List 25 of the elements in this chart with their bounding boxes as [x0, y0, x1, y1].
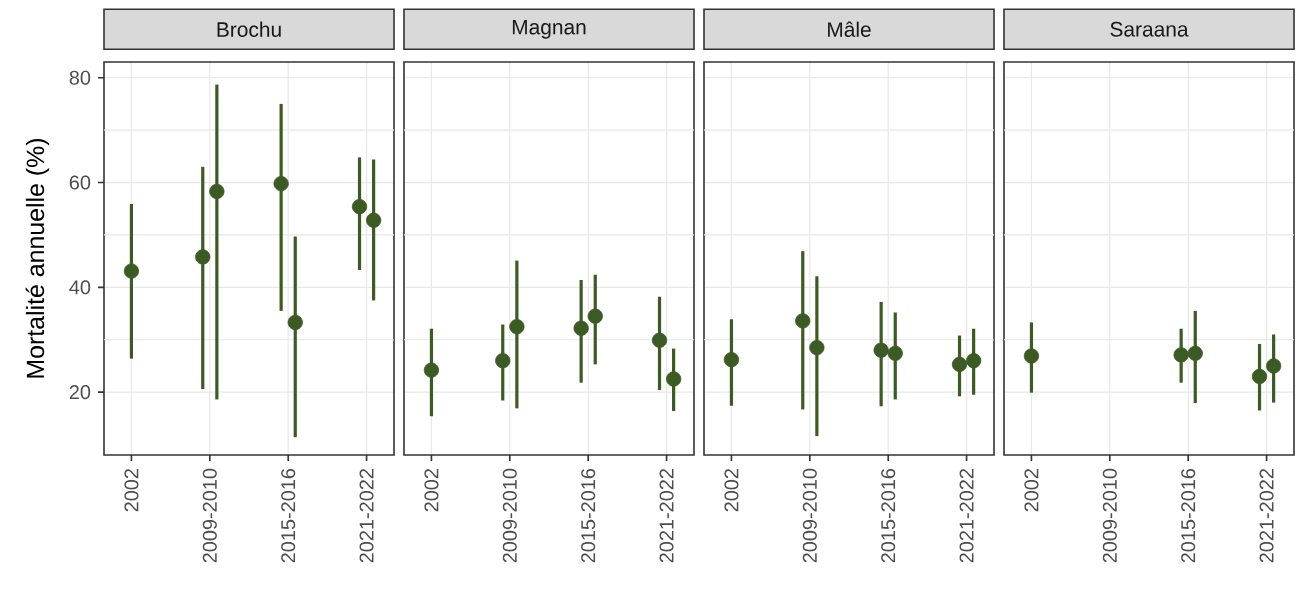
x-tick-label: 2009-2010 [802, 468, 817, 563]
x-tick-label: 2021-2022 [659, 469, 674, 563]
x-tick-label: 2009-2010 [202, 468, 217, 563]
x-tick-label: 2015-2016 [581, 468, 596, 563]
x-tick-label: 2009-2010 [1102, 468, 1117, 563]
y-tick-label: 40 [69, 280, 91, 295]
y-axis-title: Mortalité annuelle (%) [25, 138, 50, 378]
x-tick-label: 2002 [1024, 469, 1039, 512]
x-tick-label: 2009-2010 [502, 468, 517, 563]
x-tick-label: 2021-2022 [359, 469, 374, 563]
y-tick-label: 20 [69, 385, 91, 400]
chart-title: Saraana [1110, 21, 1189, 37]
x-tick-label: 2002 [124, 469, 139, 512]
y-tick-label: 60 [69, 175, 91, 190]
x-tick-label: 2021-2022 [959, 469, 974, 563]
chart-title: Brochu [217, 21, 281, 37]
x-tick-label: 2002 [724, 469, 739, 512]
chart-title: Mâle [828, 21, 871, 37]
x-tick-label: 2015-2016 [1181, 468, 1196, 563]
x-tick-label: 2021-2022 [1259, 469, 1274, 563]
y-tick-label: 80 [69, 70, 91, 85]
chart-title: Magnan [512, 19, 586, 39]
x-tick-label: 2015-2016 [881, 468, 896, 563]
x-tick-label: 2002 [424, 469, 439, 512]
x-tick-label: 2015-2016 [281, 468, 296, 563]
